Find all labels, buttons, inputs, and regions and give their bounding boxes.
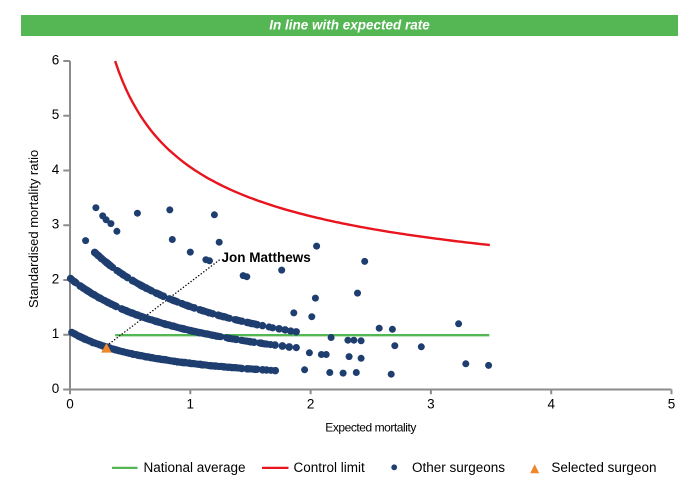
svg-text:0: 0 [66, 397, 74, 412]
svg-text:Selected surgeon: Selected surgeon [551, 460, 656, 475]
svg-text:2: 2 [307, 397, 315, 412]
svg-text:0: 0 [52, 381, 60, 396]
svg-text:National average: National average [144, 460, 246, 475]
svg-text:In line with expected rate: In line with expected rate [269, 17, 430, 32]
svg-text:1: 1 [52, 326, 60, 341]
svg-text:4: 4 [547, 397, 555, 412]
svg-text:Control limit: Control limit [294, 460, 366, 475]
svg-text:6: 6 [52, 52, 60, 67]
svg-text:5: 5 [52, 107, 60, 122]
svg-text:1: 1 [187, 397, 195, 412]
svg-text:4: 4 [52, 162, 60, 177]
svg-text:Expected mortality: Expected mortality [325, 421, 416, 435]
svg-text:3: 3 [52, 217, 60, 232]
svg-text:Other surgeons: Other surgeons [412, 460, 505, 475]
svg-text:Jon Matthews: Jon Matthews [222, 250, 311, 265]
svg-text:2: 2 [52, 271, 60, 286]
svg-text:Standardised mortality ratio: Standardised mortality ratio [26, 150, 41, 308]
svg-text:3: 3 [427, 397, 435, 412]
svg-text:5: 5 [668, 397, 676, 412]
